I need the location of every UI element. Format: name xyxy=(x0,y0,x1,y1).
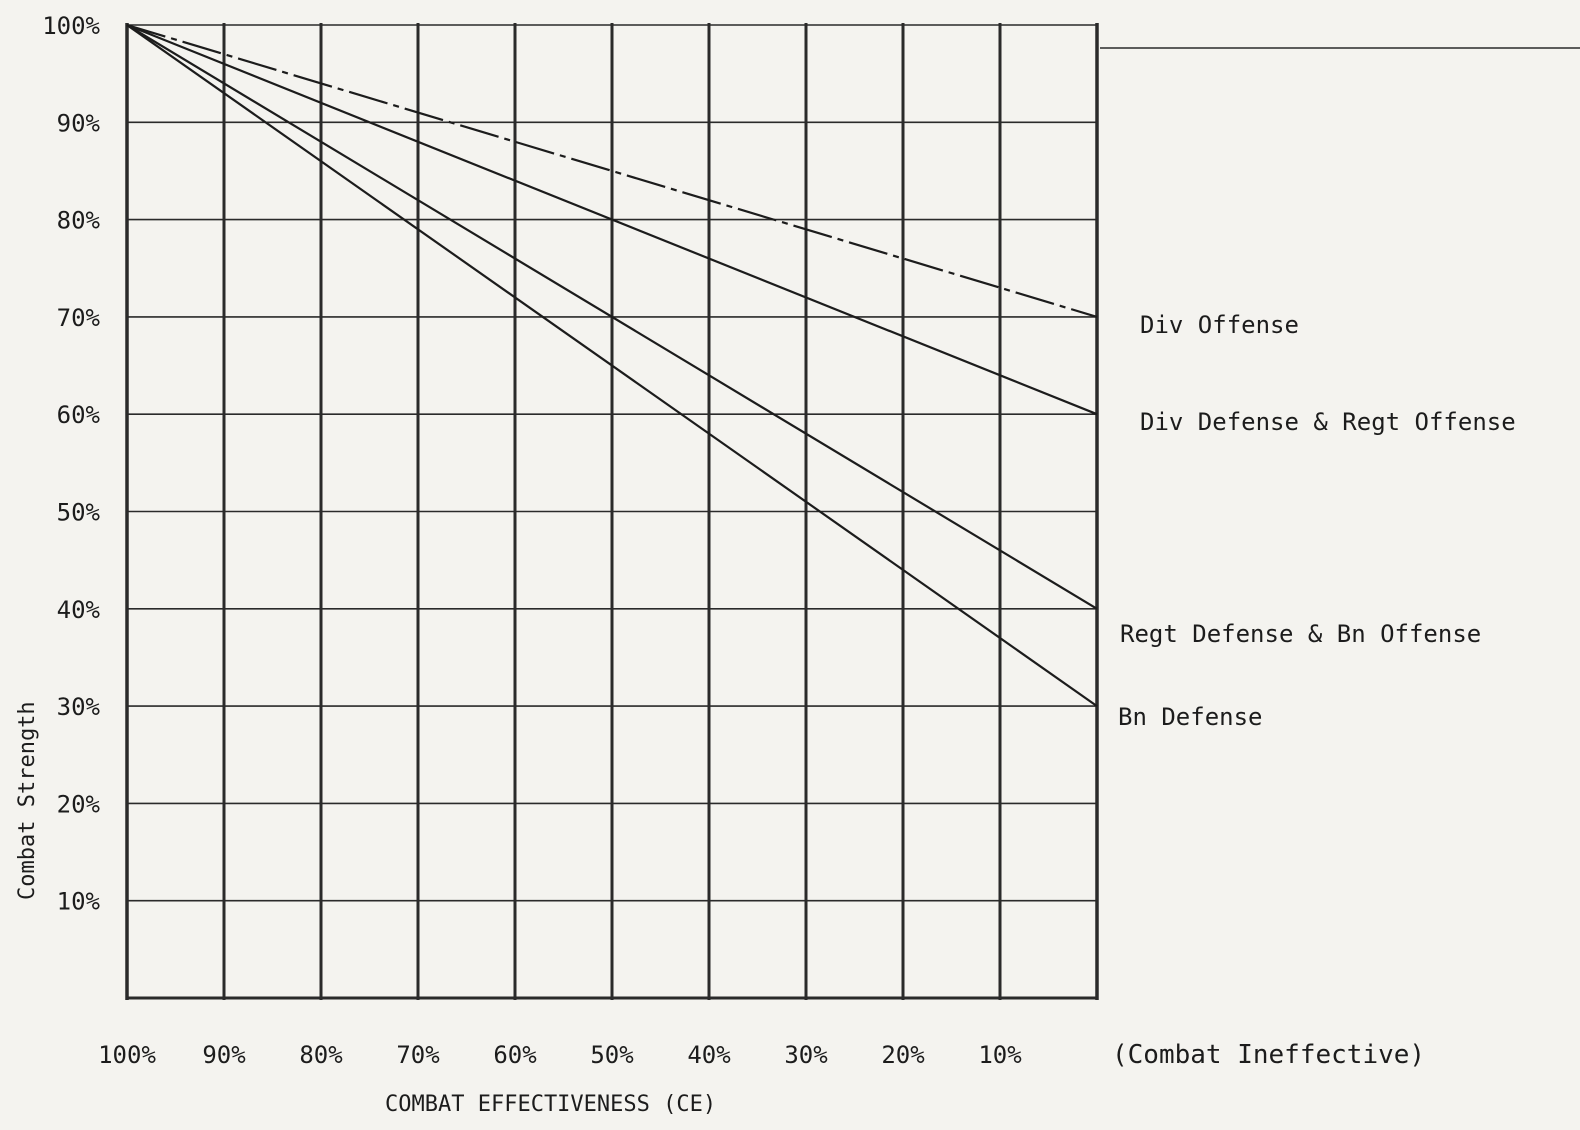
grid xyxy=(125,23,1099,1000)
legend-label-4: Bn Defense xyxy=(1118,703,1263,731)
y-tick-label: 10% xyxy=(57,888,101,916)
x-tick-label: 10% xyxy=(978,1041,1022,1069)
y-tick-label: 100% xyxy=(42,12,100,40)
y-tick-label: 90% xyxy=(57,109,101,137)
y-tick-label: 20% xyxy=(57,790,101,818)
legend: Div Offense Div Defense & Regt Offense Reg… xyxy=(1118,311,1516,731)
x-tick-label: 30% xyxy=(784,1041,828,1069)
legend-label-2: Div Defense & Regt Offense xyxy=(1140,408,1516,436)
series-line-1 xyxy=(126,23,1098,318)
x-tick-label: 80% xyxy=(299,1041,343,1069)
y-tick-labels: 10% 20% 30% 40% 50% 60% 70% 80% 90% 100% xyxy=(42,12,100,916)
x-tick-label: 70% xyxy=(396,1041,440,1069)
series-line-4 xyxy=(126,24,1098,708)
x-tick-labels: 100% 90% 80% 70% 60% 50% 40% 30% 20% 10% xyxy=(98,1041,1022,1069)
y-tick-label: 30% xyxy=(57,693,101,721)
legend-label-1: Div Offense xyxy=(1140,311,1299,339)
x-tick-label: 40% xyxy=(687,1041,731,1069)
y-tick-label: 80% xyxy=(57,207,101,235)
x-axis-label: COMBAT EFFECTIVENESS (CE) xyxy=(385,1092,716,1117)
x-tick-label: 20% xyxy=(881,1041,925,1069)
y-tick-label: 50% xyxy=(57,499,101,527)
series-line-2 xyxy=(126,23,1098,416)
y-tick-label: 70% xyxy=(57,304,101,332)
x-tick-label: 60% xyxy=(493,1041,537,1069)
y-tick-label: 40% xyxy=(57,596,101,624)
x-end-label: (Combat Ineffective) xyxy=(1112,1040,1425,1070)
x-tick-label: 50% xyxy=(590,1041,634,1069)
series-line-3 xyxy=(126,24,1098,610)
x-tick-label: 90% xyxy=(202,1041,246,1069)
y-axis-label: Combat Strength xyxy=(15,701,40,900)
series-lines xyxy=(126,23,1098,708)
x-tick-label: 100% xyxy=(98,1041,156,1069)
legend-label-3: Regt Defense & Bn Offense xyxy=(1120,620,1481,648)
y-tick-label: 60% xyxy=(57,401,101,429)
